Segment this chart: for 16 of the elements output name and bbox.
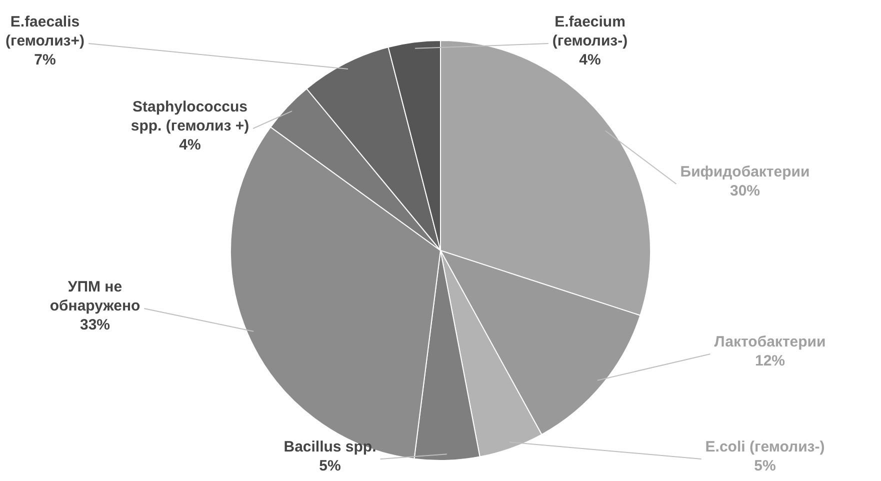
- slice-label: E.faecium (гемолиз-): [552, 14, 628, 50]
- slice-label: УПМ не обнаружено: [50, 278, 140, 315]
- data-label: 4%: [579, 52, 601, 69]
- data-label: 5%: [754, 458, 776, 475]
- data-label: 4%: [179, 136, 201, 154]
- data-label: 30%: [730, 182, 760, 200]
- slice-label: E.coli (гемолиз-): [705, 438, 825, 456]
- slice-label: Бифидобактерии: [680, 164, 810, 181]
- data-label: 12%: [754, 352, 786, 370]
- slice-label: Bacillus spp.: [284, 438, 376, 456]
- data-label: 7%: [34, 52, 56, 69]
- slice-label: E.faecalis (гемолиз+): [5, 14, 85, 50]
- slice-label: Лактобактерии: [714, 334, 826, 351]
- data-label: 5%: [319, 458, 341, 475]
- slice-label: Staphylococcus spp. (гемолиз +): [130, 98, 250, 135]
- data-label: 33%: [80, 316, 110, 334]
